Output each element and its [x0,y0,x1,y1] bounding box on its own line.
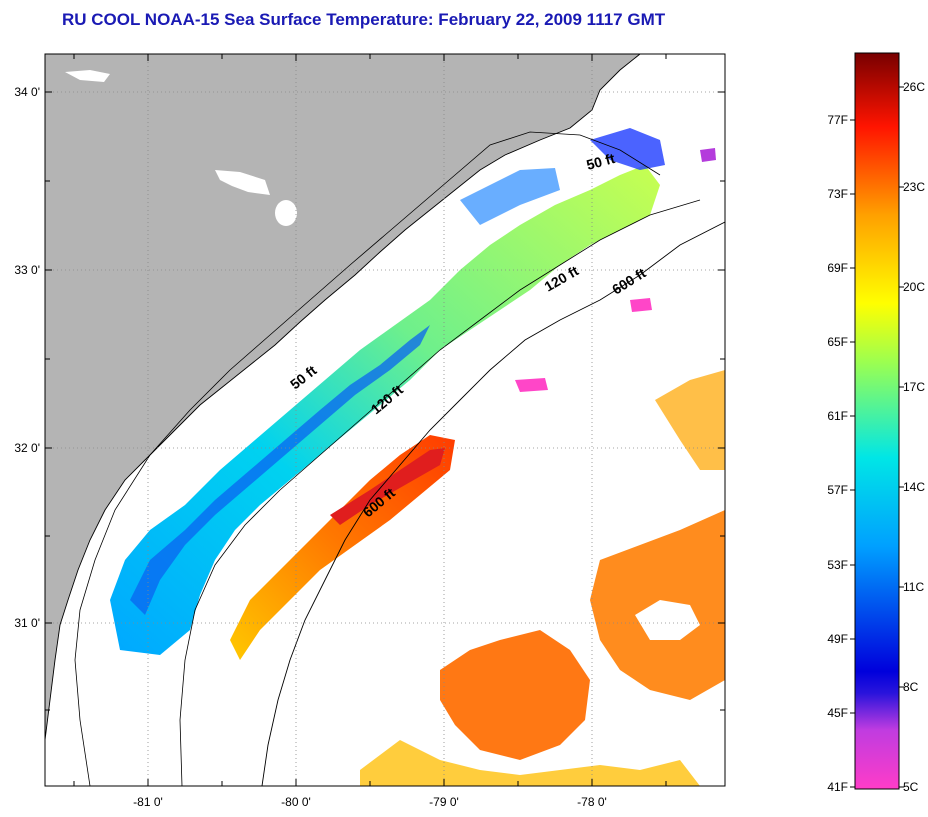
lon-label: -81 0' [133,795,163,809]
colorbar-f-label: 73F [827,187,848,201]
colorbar-f-label: 45F [827,706,848,720]
colorbar-c-label: 20C [903,280,925,294]
map-title: RU COOL NOAA-15 Sea Surface Temperature:… [62,10,666,29]
isobath-120ft [179,199,701,786]
isobath-label: 50 ft [585,150,617,173]
lat-label: 32 0' [14,441,40,455]
colorbar-f-label: 69F [827,261,848,275]
colorbar: 77F 73F 69F 65F 61F 57F 53F 49F 45F 41F … [827,52,925,794]
colorbar-c-label: 5C [903,780,919,794]
land-mass [45,54,640,740]
lon-label: -78 0' [577,795,607,809]
lon-label: -80 0' [281,795,311,809]
map-frame [44,53,726,787]
colorbar-f-label: 49F [827,632,848,646]
map-area: 50 ft 120 ft 600 ft 50 ft 120 ft 600 ft [45,54,725,786]
colorbar-scale [854,52,900,790]
colorbar-c-label: 17C [903,380,925,394]
colorbar-f-label: 77F [827,113,848,127]
lon-label: -79 0' [429,795,459,809]
sst-cold-nearshore [130,325,430,615]
colorbar-f-label: 65F [827,335,848,349]
colorbar-c-label: 14C [903,480,925,494]
map-ticks [45,54,725,786]
sst-shelf-band [110,165,660,655]
colorbar-c-label: 8C [903,680,919,694]
colorbar-f-label: 57F [827,483,848,497]
graticule [45,54,725,786]
colorbar-f-label: 41F [827,780,848,794]
sst-warm-eddy-south [440,630,590,760]
colorbar-c-label: 23C [903,180,925,194]
colorbar-c-label: 11C [903,580,924,594]
sst-warm-filament [230,435,455,660]
lat-label: 31 0' [14,616,40,630]
lat-label: 33 0' [14,263,40,277]
coastline [45,54,641,741]
colorbar-f-label: 61F [827,409,848,423]
lat-label: 34 0' [14,85,40,99]
isobath-600ft [261,221,725,786]
colorbar-f-label: 53F [827,558,848,572]
colorbar-c-label: 26C [903,80,925,94]
isobath-50ft [74,131,661,786]
